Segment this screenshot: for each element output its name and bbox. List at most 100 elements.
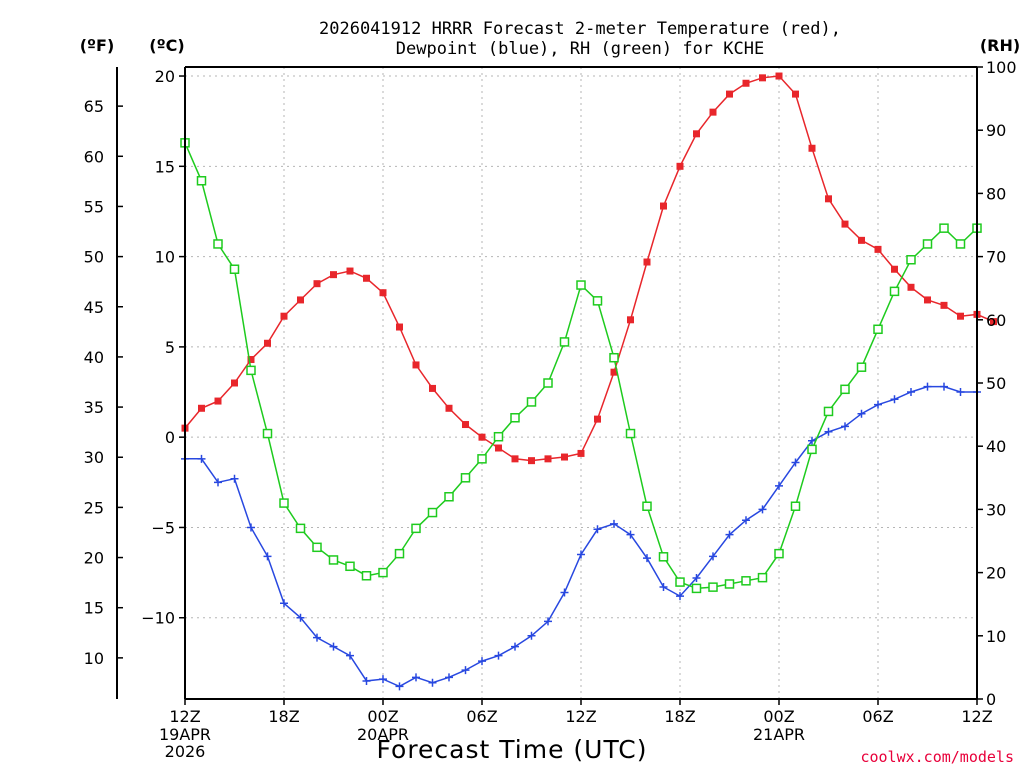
data-point-marker [411, 523, 421, 534]
rh-tick-label: 20 [986, 564, 1006, 583]
data-point-marker [873, 324, 883, 335]
x-tick-label: 18Z [664, 707, 695, 726]
data-point-marker [429, 384, 436, 392]
x-tick-label: 00Z [763, 707, 794, 726]
data-point-marker [428, 678, 437, 687]
data-point-marker [214, 478, 222, 487]
data-point-marker [643, 554, 651, 563]
data-point-marker [396, 323, 403, 331]
grid-lines [185, 67, 977, 699]
data-point-marker [412, 361, 420, 369]
data-point-marker [330, 271, 337, 279]
data-point-marker [825, 195, 832, 203]
data-point-marker [823, 406, 834, 417]
celsius-tick-label: −10 [141, 609, 175, 628]
data-point-marker [313, 280, 321, 288]
data-point-marker [906, 255, 916, 265]
data-point-marker [990, 318, 997, 326]
data-point-marker [296, 613, 305, 622]
data-point-marker [691, 583, 702, 594]
data-point-marker [559, 337, 570, 347]
rh-tick-label: 90 [986, 121, 1006, 140]
data-point-marker [742, 516, 750, 525]
data-point-marker [544, 455, 552, 463]
data-point-marker [808, 436, 816, 445]
fahrenheit-tick-label: 30 [84, 448, 104, 467]
data-point-marker [346, 651, 354, 660]
data-point-marker [790, 501, 801, 511]
data-point-marker [576, 280, 586, 290]
data-point-marker [889, 286, 900, 297]
celsius-tick-label: 0 [165, 428, 175, 447]
data-point-marker [709, 552, 717, 561]
rh-tick-label: 40 [986, 437, 1006, 456]
data-point-marker [214, 397, 222, 405]
data-point-marker [445, 404, 453, 412]
rh-tick-label: 80 [986, 184, 1006, 203]
fahrenheit-tick-label: 45 [84, 298, 104, 317]
celsius-unit-label: (ºC) [149, 36, 184, 55]
data-point-marker [642, 501, 652, 511]
data-point-marker [345, 561, 355, 572]
data-point-marker [295, 523, 306, 534]
x-tick-label: 12Z [961, 707, 992, 726]
data-point-marker [444, 492, 454, 502]
fahrenheit-tick-label: 25 [84, 498, 104, 517]
data-point-marker [676, 162, 684, 170]
data-point-marker [759, 74, 766, 82]
rh-tick-label: 50 [986, 374, 1006, 393]
data-point-marker [610, 368, 618, 376]
data-point-marker [625, 428, 636, 439]
data-point-marker [923, 382, 932, 391]
data-point-marker [627, 316, 634, 324]
data-point-marker [692, 574, 701, 583]
rh-tick-label: 100 [986, 58, 1017, 77]
data-point-marker [593, 525, 602, 534]
chart-title-line1: 2026041912 HRRR Forecast 2-meter Tempera… [319, 19, 841, 39]
rh-tick-label: 60 [986, 311, 1006, 330]
x-axis-title: Forecast Time (UTC) [377, 735, 648, 764]
data-point-marker [246, 365, 256, 376]
credit-text: coolwx.com/models [860, 748, 1014, 766]
data-point-marker [808, 144, 816, 152]
data-point-marker [907, 388, 915, 397]
series-2-meter-temperature [181, 72, 997, 465]
data-point-marker [561, 453, 568, 461]
data-point-marker [427, 507, 438, 518]
data-point-marker [230, 474, 239, 483]
rh-tick-label: 30 [986, 500, 1006, 519]
data-point-marker [477, 454, 487, 464]
data-point-marker [807, 444, 817, 455]
data-point-marker [362, 676, 371, 685]
fahrenheit-tick-label: 20 [84, 549, 104, 568]
fahrenheit-tick-label: 55 [84, 197, 104, 216]
data-point-marker [592, 296, 603, 306]
data-point-marker [955, 239, 966, 249]
rh-unit-label: (RH) [980, 36, 1020, 55]
data-point-marker [724, 579, 735, 589]
data-point-marker [229, 264, 240, 274]
data-point-marker [528, 457, 535, 465]
fahrenheit-tick-label: 50 [84, 248, 104, 267]
data-point-marker [708, 582, 718, 592]
data-point-marker [279, 498, 289, 508]
data-point-marker [247, 523, 255, 532]
data-point-marker [742, 79, 750, 87]
data-point-marker [247, 356, 255, 364]
data-point-marker [198, 404, 205, 412]
series-line [184, 75, 994, 462]
data-point-marker [197, 454, 206, 463]
fahrenheit-tick-label: 35 [84, 398, 104, 417]
data-point-marker [262, 428, 273, 439]
data-point-marker [774, 548, 784, 559]
data-point-marker [495, 444, 502, 452]
rh-tick-label: 70 [986, 248, 1006, 267]
data-point-marker [412, 673, 420, 682]
celsius-tick-label: 5 [165, 338, 175, 357]
data-point-marker [840, 384, 850, 395]
data-point-marker [263, 552, 272, 561]
data-point-marker [280, 312, 288, 320]
data-point-marker [709, 108, 717, 116]
x-tick-label: 12Z [565, 707, 596, 726]
data-point-marker [924, 296, 931, 304]
